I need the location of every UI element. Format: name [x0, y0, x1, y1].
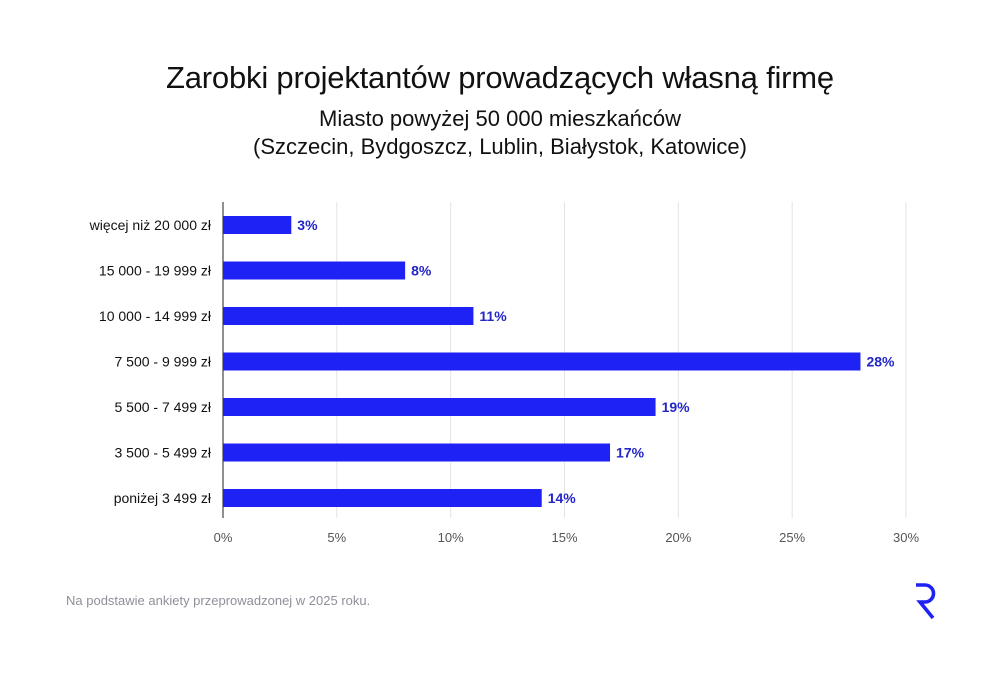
category-labels: więcej niż 20 000 zł 15 000 - 19 999 zł 10… [89, 217, 212, 506]
x-tick-label: 20% [665, 530, 691, 545]
chart-title: Zarobki projektantów prowadzących własną… [166, 60, 834, 95]
r-letter-logo-icon [916, 583, 936, 620]
data-label: 11% [479, 308, 507, 324]
bar [223, 443, 611, 462]
data-label: 17% [616, 445, 645, 461]
x-tick-label: 15% [551, 530, 577, 545]
chart-subtitle-line-2: (Szczecin, Bydgoszcz, Lublin, Białystok,… [253, 134, 747, 159]
bar [223, 352, 861, 371]
data-label: 19% [662, 399, 691, 415]
x-tick-label: 5% [327, 530, 346, 545]
bar [223, 398, 656, 416]
bar [223, 216, 292, 234]
category-label: więcej niż 20 000 zł [89, 217, 212, 233]
data-label: 28% [866, 354, 895, 370]
x-axis-tick-labels: 0% 5% 10% 15% 20% 25% 30% [214, 530, 920, 545]
category-label: 5 500 - 7 499 zł [114, 399, 211, 415]
category-label: 7 500 - 9 999 zł [114, 354, 211, 370]
x-tick-label: 10% [438, 530, 464, 545]
footnote: Na podstawie ankiety przeprowadzonej w 2… [66, 593, 371, 608]
category-label: 15 000 - 19 999 zł [99, 263, 212, 279]
x-tick-label: 0% [214, 530, 233, 545]
data-label: 8% [411, 263, 432, 279]
category-label: poniżej 3 499 zł [114, 490, 212, 506]
bars [223, 216, 861, 507]
category-label: 10 000 - 14 999 zł [99, 308, 212, 324]
chart-subtitle-line-1: Miasto powyżej 50 000 mieszkańców [319, 106, 681, 131]
bar [223, 489, 542, 507]
bar [223, 307, 474, 325]
x-tick-label: 25% [779, 530, 805, 545]
bar [223, 261, 406, 280]
data-label: 14% [548, 490, 577, 506]
category-label: 3 500 - 5 499 zł [114, 445, 211, 461]
data-label: 3% [297, 217, 318, 233]
x-tick-label: 30% [893, 530, 919, 545]
value-labels: 3% 8% 11% 28% 19% 17% 14% [297, 217, 895, 506]
